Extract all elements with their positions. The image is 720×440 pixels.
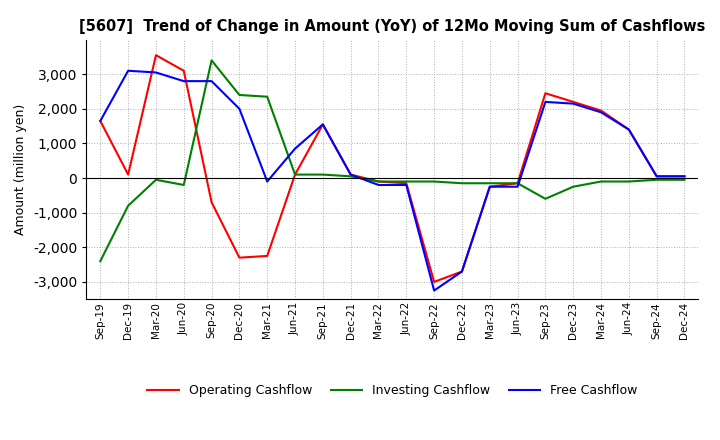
- Investing Cashflow: [374, 179, 383, 184]
- Operating Cashflow: [402, 180, 410, 186]
- Investing Cashflow: [96, 258, 104, 264]
- Free Cashflow: [318, 122, 327, 127]
- Free Cashflow: [207, 78, 216, 84]
- Free Cashflow: [458, 269, 467, 274]
- Operating Cashflow: [374, 179, 383, 184]
- Legend: Operating Cashflow, Investing Cashflow, Free Cashflow: Operating Cashflow, Investing Cashflow, …: [143, 379, 642, 402]
- Free Cashflow: [96, 118, 104, 124]
- Operating Cashflow: [152, 52, 161, 58]
- Investing Cashflow: [402, 179, 410, 184]
- Free Cashflow: [485, 184, 494, 189]
- Free Cashflow: [346, 172, 355, 177]
- Investing Cashflow: [680, 177, 689, 183]
- Operating Cashflow: [652, 174, 661, 179]
- Title: [5607]  Trend of Change in Amount (YoY) of 12Mo Moving Sum of Cashflows: [5607] Trend of Change in Amount (YoY) o…: [79, 19, 706, 34]
- Line: Operating Cashflow: Operating Cashflow: [100, 55, 685, 282]
- Free Cashflow: [179, 78, 188, 84]
- Free Cashflow: [680, 174, 689, 179]
- Investing Cashflow: [124, 203, 132, 209]
- Line: Free Cashflow: Free Cashflow: [100, 71, 685, 290]
- Investing Cashflow: [346, 174, 355, 179]
- Free Cashflow: [624, 127, 633, 132]
- Investing Cashflow: [513, 180, 522, 186]
- Free Cashflow: [513, 184, 522, 189]
- Operating Cashflow: [513, 180, 522, 186]
- Operating Cashflow: [96, 118, 104, 124]
- Investing Cashflow: [291, 172, 300, 177]
- Free Cashflow: [652, 174, 661, 179]
- Operating Cashflow: [569, 99, 577, 105]
- Free Cashflow: [152, 70, 161, 75]
- Investing Cashflow: [430, 179, 438, 184]
- Investing Cashflow: [569, 184, 577, 189]
- Investing Cashflow: [263, 94, 271, 99]
- Investing Cashflow: [318, 172, 327, 177]
- Investing Cashflow: [597, 179, 606, 184]
- Free Cashflow: [430, 288, 438, 293]
- Operating Cashflow: [318, 122, 327, 127]
- Free Cashflow: [402, 182, 410, 187]
- Line: Investing Cashflow: Investing Cashflow: [100, 60, 685, 261]
- Operating Cashflow: [235, 255, 243, 260]
- Operating Cashflow: [207, 200, 216, 205]
- Free Cashflow: [597, 110, 606, 115]
- Operating Cashflow: [179, 68, 188, 73]
- Y-axis label: Amount (million yen): Amount (million yen): [14, 104, 27, 235]
- Free Cashflow: [374, 182, 383, 187]
- Operating Cashflow: [624, 127, 633, 132]
- Investing Cashflow: [458, 180, 467, 186]
- Investing Cashflow: [179, 182, 188, 187]
- Investing Cashflow: [541, 196, 550, 202]
- Free Cashflow: [541, 99, 550, 105]
- Operating Cashflow: [124, 172, 132, 177]
- Investing Cashflow: [152, 177, 161, 183]
- Operating Cashflow: [597, 108, 606, 113]
- Investing Cashflow: [207, 58, 216, 63]
- Free Cashflow: [569, 101, 577, 106]
- Free Cashflow: [263, 179, 271, 184]
- Free Cashflow: [124, 68, 132, 73]
- Investing Cashflow: [235, 92, 243, 98]
- Operating Cashflow: [346, 172, 355, 177]
- Operating Cashflow: [485, 184, 494, 189]
- Free Cashflow: [291, 146, 300, 151]
- Investing Cashflow: [652, 177, 661, 183]
- Free Cashflow: [235, 106, 243, 111]
- Operating Cashflow: [291, 172, 300, 177]
- Operating Cashflow: [541, 91, 550, 96]
- Operating Cashflow: [430, 279, 438, 285]
- Investing Cashflow: [624, 179, 633, 184]
- Operating Cashflow: [263, 253, 271, 259]
- Operating Cashflow: [458, 269, 467, 274]
- Investing Cashflow: [485, 180, 494, 186]
- Operating Cashflow: [680, 174, 689, 179]
